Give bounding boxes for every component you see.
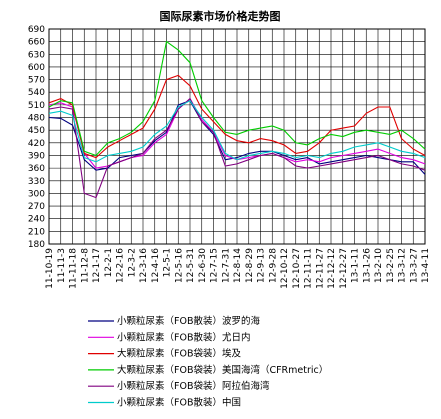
x-tick-label: 11-11-3 (57, 248, 67, 283)
y-tick-label: 390 (28, 151, 45, 161)
y-tick-label: 480 (28, 114, 45, 124)
x-tick-label: 12-12-27 (339, 248, 349, 289)
x-tick-label: 12-5-16 (174, 248, 184, 283)
x-tick-label: 12-6-30 (198, 248, 208, 283)
x-tick-label: 13-2-10 (374, 248, 384, 283)
series-line-4 (48, 40, 426, 157)
legend-label: 小颗粒尿素（FOB散装）波罗的海 (117, 315, 260, 327)
x-tick-label: 13-3-27 (409, 248, 419, 283)
x-tick-label: 11-11-18 (69, 248, 79, 289)
y-tick-label: 570 (28, 76, 45, 86)
grid (48, 28, 426, 245)
x-tick-label: 12-8-14 (233, 248, 243, 283)
x-tick-label: 13-2-25 (386, 248, 396, 283)
x-tick-label: 12-4-16 (151, 248, 161, 283)
x-tick-label: 13-1-11 (351, 248, 361, 283)
y-tick-label: 600 (28, 63, 45, 73)
series-line-5 (48, 97, 426, 199)
legend-label: 小颗粒尿素（FOB袋装）阿拉伯海湾 (117, 380, 270, 392)
legend-label: 小颗粒尿素（FOB散装）中国 (117, 397, 241, 409)
y-tick-label: 210 (28, 227, 45, 237)
y-tick-label: 510 (28, 101, 45, 111)
series-lines (48, 40, 426, 199)
y-tick-label: 270 (28, 202, 45, 212)
x-tick-label: 12-10-27 (292, 248, 302, 289)
x-tick-label: 12-9-13 (257, 248, 267, 283)
x-tick-label: 11-10-19 (45, 248, 55, 289)
legend-label: 大颗粒尿素（FOB袋装）埃及 (117, 348, 241, 360)
x-tick-label: 12-2-16 (116, 248, 126, 283)
legend-label: 小颗粒尿素（FOB散装）尤日内 (117, 331, 250, 343)
x-tick-label: 12-8-29 (245, 248, 255, 283)
x-tick-label: 12-11-11 (304, 248, 314, 289)
x-tick-label: 13-4-11 (421, 248, 431, 283)
y-tick-label: 360 (28, 164, 45, 174)
x-tick-label: 12-5-1 (163, 248, 173, 277)
x-tick-label: 12-2-1 (104, 248, 114, 277)
y-tick-label: 690 (28, 25, 45, 35)
x-tick-label: 13-1-26 (362, 248, 372, 283)
x-tick-label: 11-12-8 (80, 248, 90, 283)
y-tick-label: 630 (28, 50, 45, 60)
x-tick-label: 12-12-12 (327, 248, 337, 289)
y-tick-label: 450 (28, 126, 45, 136)
x-tick-label: 12-11-27 (315, 248, 325, 289)
x-tick-label: 12-7-31 (221, 248, 231, 283)
y-tick-label: 240 (28, 215, 45, 225)
x-tick-label: 12-3-2 (127, 248, 137, 277)
legend: 小颗粒尿素（FOB散装）波罗的海小颗粒尿素（FOB散装）尤日内大颗粒尿素（FOB… (88, 315, 328, 409)
x-tick-label: 12-5-31 (186, 248, 196, 283)
chart-title: 国际尿素市场价格走势图 (160, 9, 281, 23)
x-tick-label: 12-10-12 (280, 248, 290, 289)
series-line-6 (48, 99, 426, 163)
y-tick-label: 300 (28, 189, 45, 199)
y-tick-label: 180 (28, 240, 45, 250)
x-tick-label: 12-3-16 (139, 248, 149, 283)
y-tick-label: 420 (28, 139, 45, 149)
x-tick-label: 12-7-15 (210, 248, 220, 283)
axes: 180 210 240 270 300 330 360 390 420 450 480 510 540 5… (28, 25, 431, 289)
series-line-3 (48, 74, 426, 159)
y-tick-label: 540 (28, 88, 45, 98)
y-tick-label: 660 (28, 38, 45, 48)
y-tick-label: 330 (28, 177, 45, 187)
x-tick-label: 13-3-12 (398, 248, 408, 283)
x-tick-label: 12-1-17 (92, 248, 102, 283)
legend-label: 大颗粒尿素（FOB袋装）美国海湾（CFRmetric） (117, 364, 328, 376)
x-tick-label: 12-9-28 (268, 248, 278, 283)
